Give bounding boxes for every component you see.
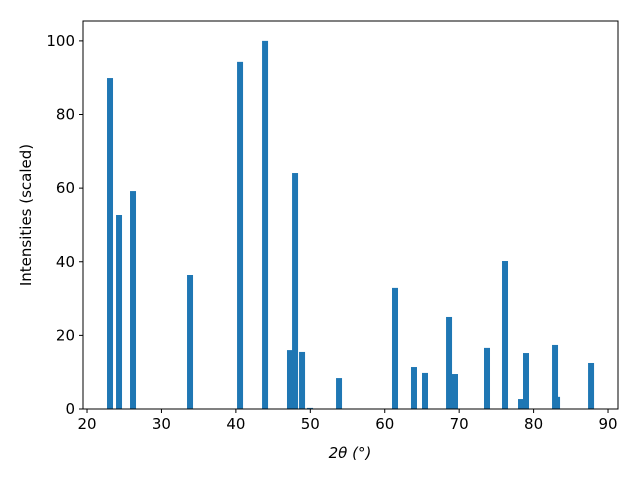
bar (336, 378, 343, 409)
y-tick-label: 0 (65, 400, 75, 418)
bar (451, 374, 458, 409)
bar (410, 367, 417, 409)
bar (130, 191, 137, 409)
x-tick-label: 50 (301, 415, 320, 433)
bar (554, 396, 561, 409)
bar (518, 399, 525, 409)
bar (262, 40, 269, 409)
x-tick-label: 20 (77, 415, 96, 433)
bar (187, 275, 194, 409)
bar (392, 287, 399, 409)
bar (299, 351, 306, 409)
x-axis-label: 2θ (°) (329, 444, 372, 462)
x-tick-label: 40 (226, 415, 245, 433)
bar (286, 350, 293, 409)
bar (484, 347, 491, 409)
bar (588, 362, 595, 409)
y-tick-label: 100 (46, 32, 75, 50)
plot-frame (82, 20, 619, 410)
bar (422, 372, 429, 409)
x-tick-label: 60 (375, 415, 394, 433)
bar (307, 407, 314, 409)
bar (292, 173, 299, 409)
bar (502, 261, 509, 409)
x-tick-label: 30 (152, 415, 171, 433)
x-tick-label: 70 (450, 415, 469, 433)
y-tick-label: 80 (56, 106, 75, 124)
x-tick-label: 80 (524, 415, 543, 433)
y-axis-label: Intensities (scaled) (17, 144, 35, 286)
bar (446, 316, 453, 409)
bar (116, 215, 123, 409)
bar (237, 61, 244, 409)
bar (523, 353, 530, 409)
bar (107, 78, 114, 409)
bar (552, 344, 559, 409)
x-tick-label: 90 (598, 415, 617, 433)
y-tick-label: 40 (56, 253, 75, 271)
y-tick-label: 60 (56, 179, 75, 197)
y-tick-label: 20 (56, 326, 75, 344)
